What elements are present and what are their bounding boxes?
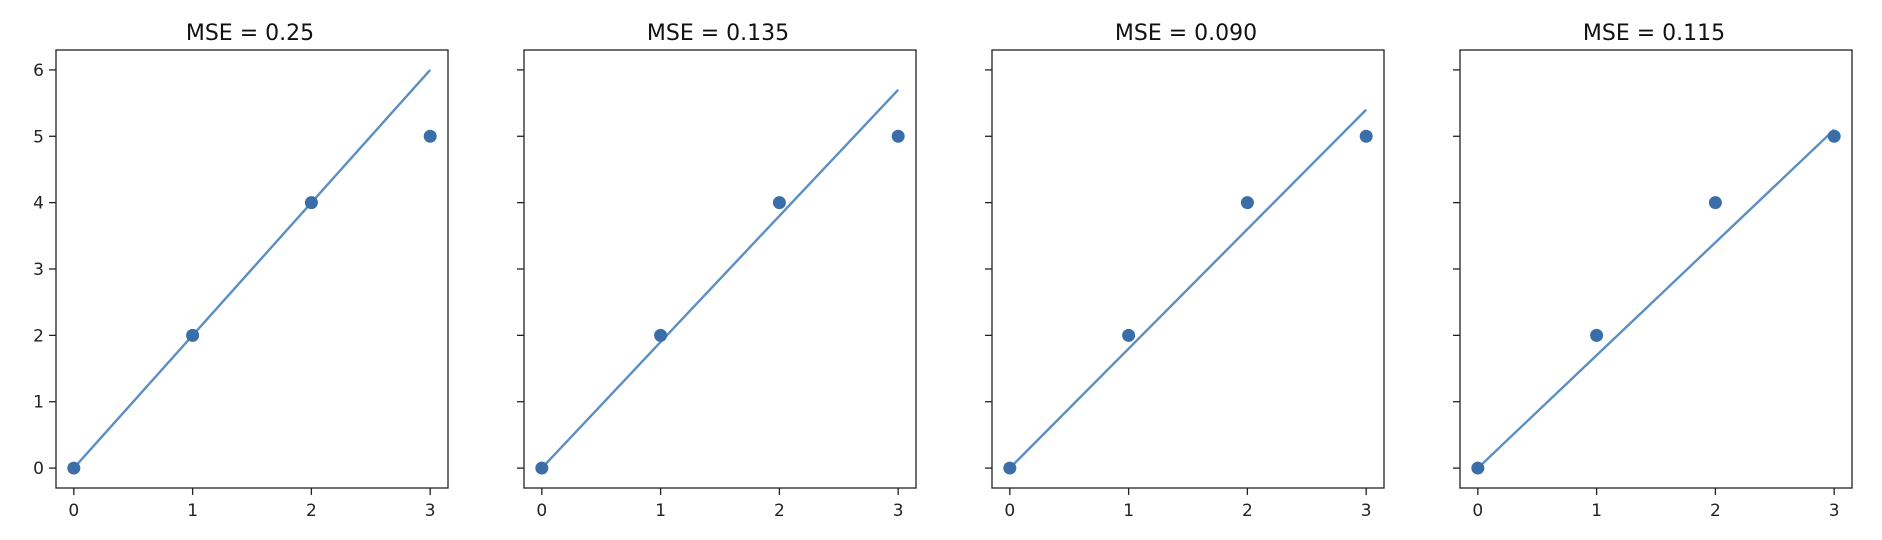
y-tick-label: 5 (33, 127, 44, 147)
x-tick-label: 0 (536, 501, 547, 521)
x-tick-label: 1 (187, 501, 198, 521)
data-point (535, 461, 549, 475)
data-point (1708, 196, 1722, 210)
panel-1: MSE = 0.25 0 1 2 3 4 5 6 0 1 2 3 (33, 21, 449, 521)
fit-line (1476, 128, 1836, 469)
x-tick-label: 3 (893, 501, 904, 521)
panel-4: MSE = 0.115 0 1 2 3 (1453, 21, 1853, 521)
x-tick-label: 1 (1123, 501, 1134, 521)
data-point (772, 196, 786, 210)
fit-line (72, 69, 432, 469)
panel-title: MSE = 0.090 (1115, 21, 1257, 46)
y-tick-label: 3 (33, 260, 44, 280)
fit-line (1008, 108, 1368, 469)
x-tick-label: 2 (306, 501, 317, 521)
x-tick-label: 0 (1004, 501, 1015, 521)
plot-area (1459, 49, 1853, 489)
y-tick-label: 0 (33, 459, 44, 479)
panel-2: MSE = 0.135 0 1 2 3 (517, 21, 917, 521)
x-tick-label: 2 (774, 501, 785, 521)
y-tick-label: 1 (33, 393, 44, 413)
y-tick-label: 2 (33, 326, 44, 346)
x-tick-label: 2 (1242, 501, 1253, 521)
data-point (1240, 196, 1254, 210)
data-point (1003, 461, 1017, 475)
data-point (1590, 328, 1604, 342)
data-point (423, 129, 437, 143)
data-point (654, 328, 668, 342)
data-point (304, 196, 318, 210)
data-point (1471, 461, 1485, 475)
x-tick-label: 0 (68, 501, 79, 521)
y-tick-label: 6 (33, 61, 44, 81)
x-tick-label: 3 (1361, 501, 1372, 521)
data-point (1122, 328, 1136, 342)
plot-area (523, 49, 917, 489)
data-point (1827, 129, 1841, 143)
x-tick-label: 3 (1829, 501, 1840, 521)
x-tick-label: 0 (1472, 501, 1483, 521)
panel-title: MSE = 0.25 (186, 21, 314, 46)
y-tick-label: 4 (33, 194, 44, 214)
panel-title: MSE = 0.115 (1583, 21, 1725, 46)
data-point (67, 461, 81, 475)
panel-title: MSE = 0.135 (647, 21, 789, 46)
data-point (186, 328, 200, 342)
panel-3: MSE = 0.090 0 1 2 3 (985, 21, 1385, 521)
data-point (891, 129, 905, 143)
data-point (1359, 129, 1373, 143)
fit-line (540, 88, 900, 469)
x-tick-label: 1 (1591, 501, 1602, 521)
plot-area (991, 49, 1385, 489)
x-tick-label: 1 (655, 501, 666, 521)
x-tick-label: 3 (425, 501, 436, 521)
x-tick-label: 2 (1710, 501, 1721, 521)
